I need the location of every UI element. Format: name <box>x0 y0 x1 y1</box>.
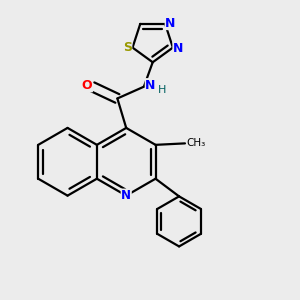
Text: H: H <box>158 85 166 94</box>
Text: O: O <box>82 79 92 92</box>
Text: N: N <box>165 16 176 29</box>
Text: N: N <box>145 79 156 92</box>
Text: N: N <box>121 189 131 202</box>
Text: CH₃: CH₃ <box>186 138 206 148</box>
Text: S: S <box>123 40 132 53</box>
Text: N: N <box>173 42 183 55</box>
